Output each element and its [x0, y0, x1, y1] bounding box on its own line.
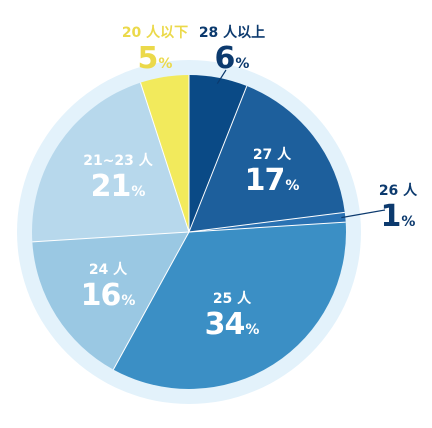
- pie-slice-0: [189, 75, 247, 232]
- pie-slice-4: [32, 232, 190, 370]
- pie-slice-1: [189, 86, 345, 233]
- pie-divider-4: [112, 231, 190, 370]
- pie-slice-5: [31, 82, 189, 242]
- leader-line-26: [341, 209, 386, 219]
- slice-label-25: 25 人 34%: [204, 291, 260, 342]
- slice-label-28-plus: 28 人以上 6%: [198, 25, 266, 76]
- slice-label-26: 26 人 1%: [378, 183, 418, 234]
- pie-divider-5: [32, 231, 190, 243]
- pie-divider-1: [188, 85, 248, 233]
- slice-label-20-or-less: 20 人以下 5%: [121, 25, 189, 76]
- pie-slice-6: [140, 75, 189, 232]
- slice-label-21-23: 21~23 人 21%: [83, 153, 153, 204]
- slice-label-27: 27 人 17%: [244, 147, 300, 198]
- pie-divider-6: [140, 82, 190, 233]
- pie-divider-2: [188, 211, 345, 233]
- slice-label-24: 24 人 16%: [80, 262, 136, 313]
- leader-line-28-plus: [216, 69, 227, 84]
- pie-divider-3: [188, 221, 346, 233]
